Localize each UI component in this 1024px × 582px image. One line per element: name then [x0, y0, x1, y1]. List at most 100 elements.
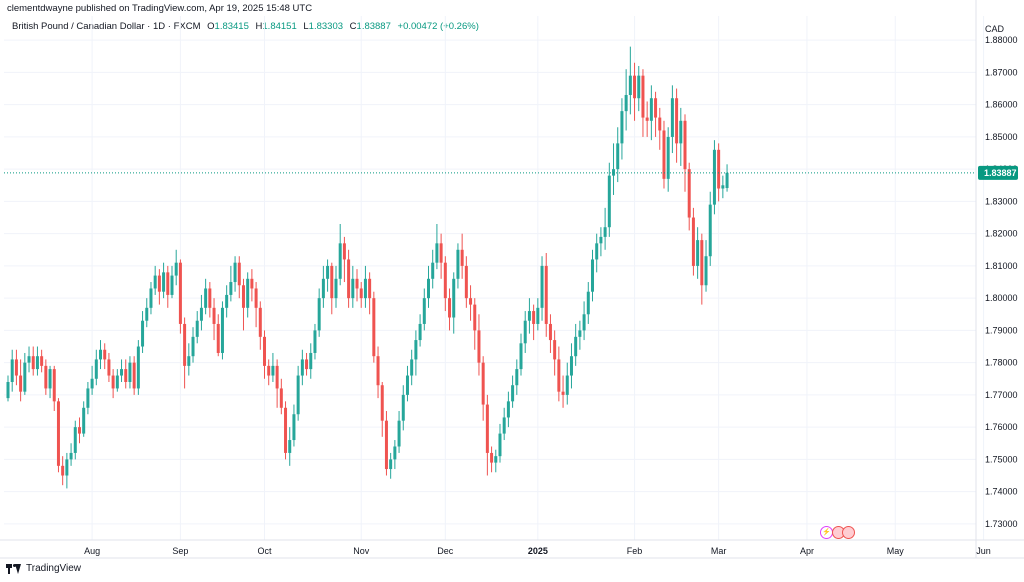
- candle-body: [712, 149, 716, 205]
- candle: [52, 365, 56, 412]
- candle-body: [120, 369, 124, 376]
- candle: [44, 359, 48, 395]
- high-value: 1.84151: [262, 21, 297, 32]
- candle-body: [704, 256, 708, 286]
- candle-body: [658, 117, 662, 131]
- candle: [675, 88, 679, 163]
- price-tick-label: 1.83000: [985, 196, 1018, 206]
- candle: [225, 285, 229, 318]
- candle: [654, 91, 658, 137]
- candle-body: [275, 365, 279, 389]
- candle: [582, 301, 586, 341]
- candle: [448, 288, 452, 331]
- candle-body: [258, 307, 262, 337]
- candle-body: [368, 278, 372, 299]
- candle: [347, 249, 351, 308]
- candle-body: [292, 414, 296, 441]
- candle-body: [448, 298, 452, 318]
- candle-body: [246, 278, 250, 308]
- candle-body: [153, 275, 157, 289]
- time-tick-label: Mar: [711, 546, 727, 556]
- candle-body: [271, 365, 275, 376]
- price-tick-label: 1.77000: [985, 390, 1018, 400]
- candle-body: [717, 149, 721, 189]
- candle: [578, 320, 582, 350]
- candle-body: [502, 417, 506, 434]
- price-tick-label: 1.78000: [985, 358, 1018, 368]
- candle: [183, 317, 187, 389]
- candle: [229, 265, 233, 302]
- candle-body: [498, 433, 502, 457]
- candle: [548, 314, 552, 353]
- candle-body: [187, 356, 191, 366]
- candle: [460, 233, 464, 279]
- candle: [355, 269, 359, 302]
- candle-body: [574, 336, 578, 357]
- candle: [300, 349, 304, 386]
- candle-body: [326, 265, 330, 279]
- candle-body: [254, 288, 258, 308]
- candle: [683, 114, 687, 192]
- candle: [23, 352, 27, 395]
- candle: [61, 456, 65, 486]
- candle: [376, 346, 380, 399]
- candle: [637, 65, 641, 112]
- candle-body: [90, 378, 94, 389]
- ca-flag-icon[interactable]: [842, 526, 855, 539]
- candle: [317, 288, 321, 337]
- candle-body: [700, 240, 704, 286]
- candle-body: [633, 75, 637, 99]
- candle: [527, 298, 531, 334]
- candle-body: [19, 375, 23, 392]
- candle-body: [620, 111, 624, 144]
- candle-body: [136, 346, 140, 389]
- price-tick-label: 1.73000: [985, 519, 1018, 529]
- candle-body: [170, 275, 174, 295]
- candle-body: [527, 311, 531, 321]
- candle-body: [481, 362, 485, 405]
- candle: [452, 272, 456, 334]
- candle-body: [469, 298, 473, 305]
- candle-body: [220, 307, 224, 353]
- candle-body: [363, 278, 367, 299]
- candle-body: [208, 288, 212, 308]
- candle: [586, 282, 590, 324]
- candle: [397, 411, 401, 453]
- symbol-legend: British Pound / Canadian Dollar · 1D · F…: [12, 21, 479, 32]
- candle-body: [233, 262, 237, 283]
- candle: [170, 265, 174, 299]
- candle-body: [397, 420, 401, 447]
- candle: [90, 365, 94, 395]
- candle-body: [48, 369, 52, 389]
- candle-body: [666, 136, 670, 179]
- candle-body: [216, 323, 220, 353]
- candle: [305, 352, 309, 376]
- candle: [187, 343, 191, 376]
- candle: [166, 265, 170, 308]
- candle-body: [553, 340, 557, 360]
- candle: [599, 227, 603, 257]
- candle: [633, 62, 637, 121]
- candle-body: [691, 217, 695, 266]
- candle-body: [35, 356, 39, 370]
- candle-body: [107, 359, 111, 376]
- candle-body: [725, 172, 729, 189]
- candle-body: [435, 243, 439, 263]
- candle-body: [31, 356, 35, 370]
- candle: [439, 233, 443, 279]
- footer: TradingView: [6, 563, 81, 574]
- candle-body: [183, 323, 187, 366]
- candle-body: [191, 336, 195, 357]
- candle: [19, 359, 23, 402]
- candle: [540, 256, 544, 321]
- candle: [288, 427, 292, 466]
- candle-body: [414, 340, 418, 360]
- close-label: C: [349, 21, 357, 32]
- candle: [490, 446, 494, 473]
- candle-body: [305, 359, 309, 370]
- candle-body: [237, 262, 241, 286]
- candle: [342, 236, 346, 283]
- candle: [69, 443, 73, 466]
- candle-body: [544, 265, 548, 324]
